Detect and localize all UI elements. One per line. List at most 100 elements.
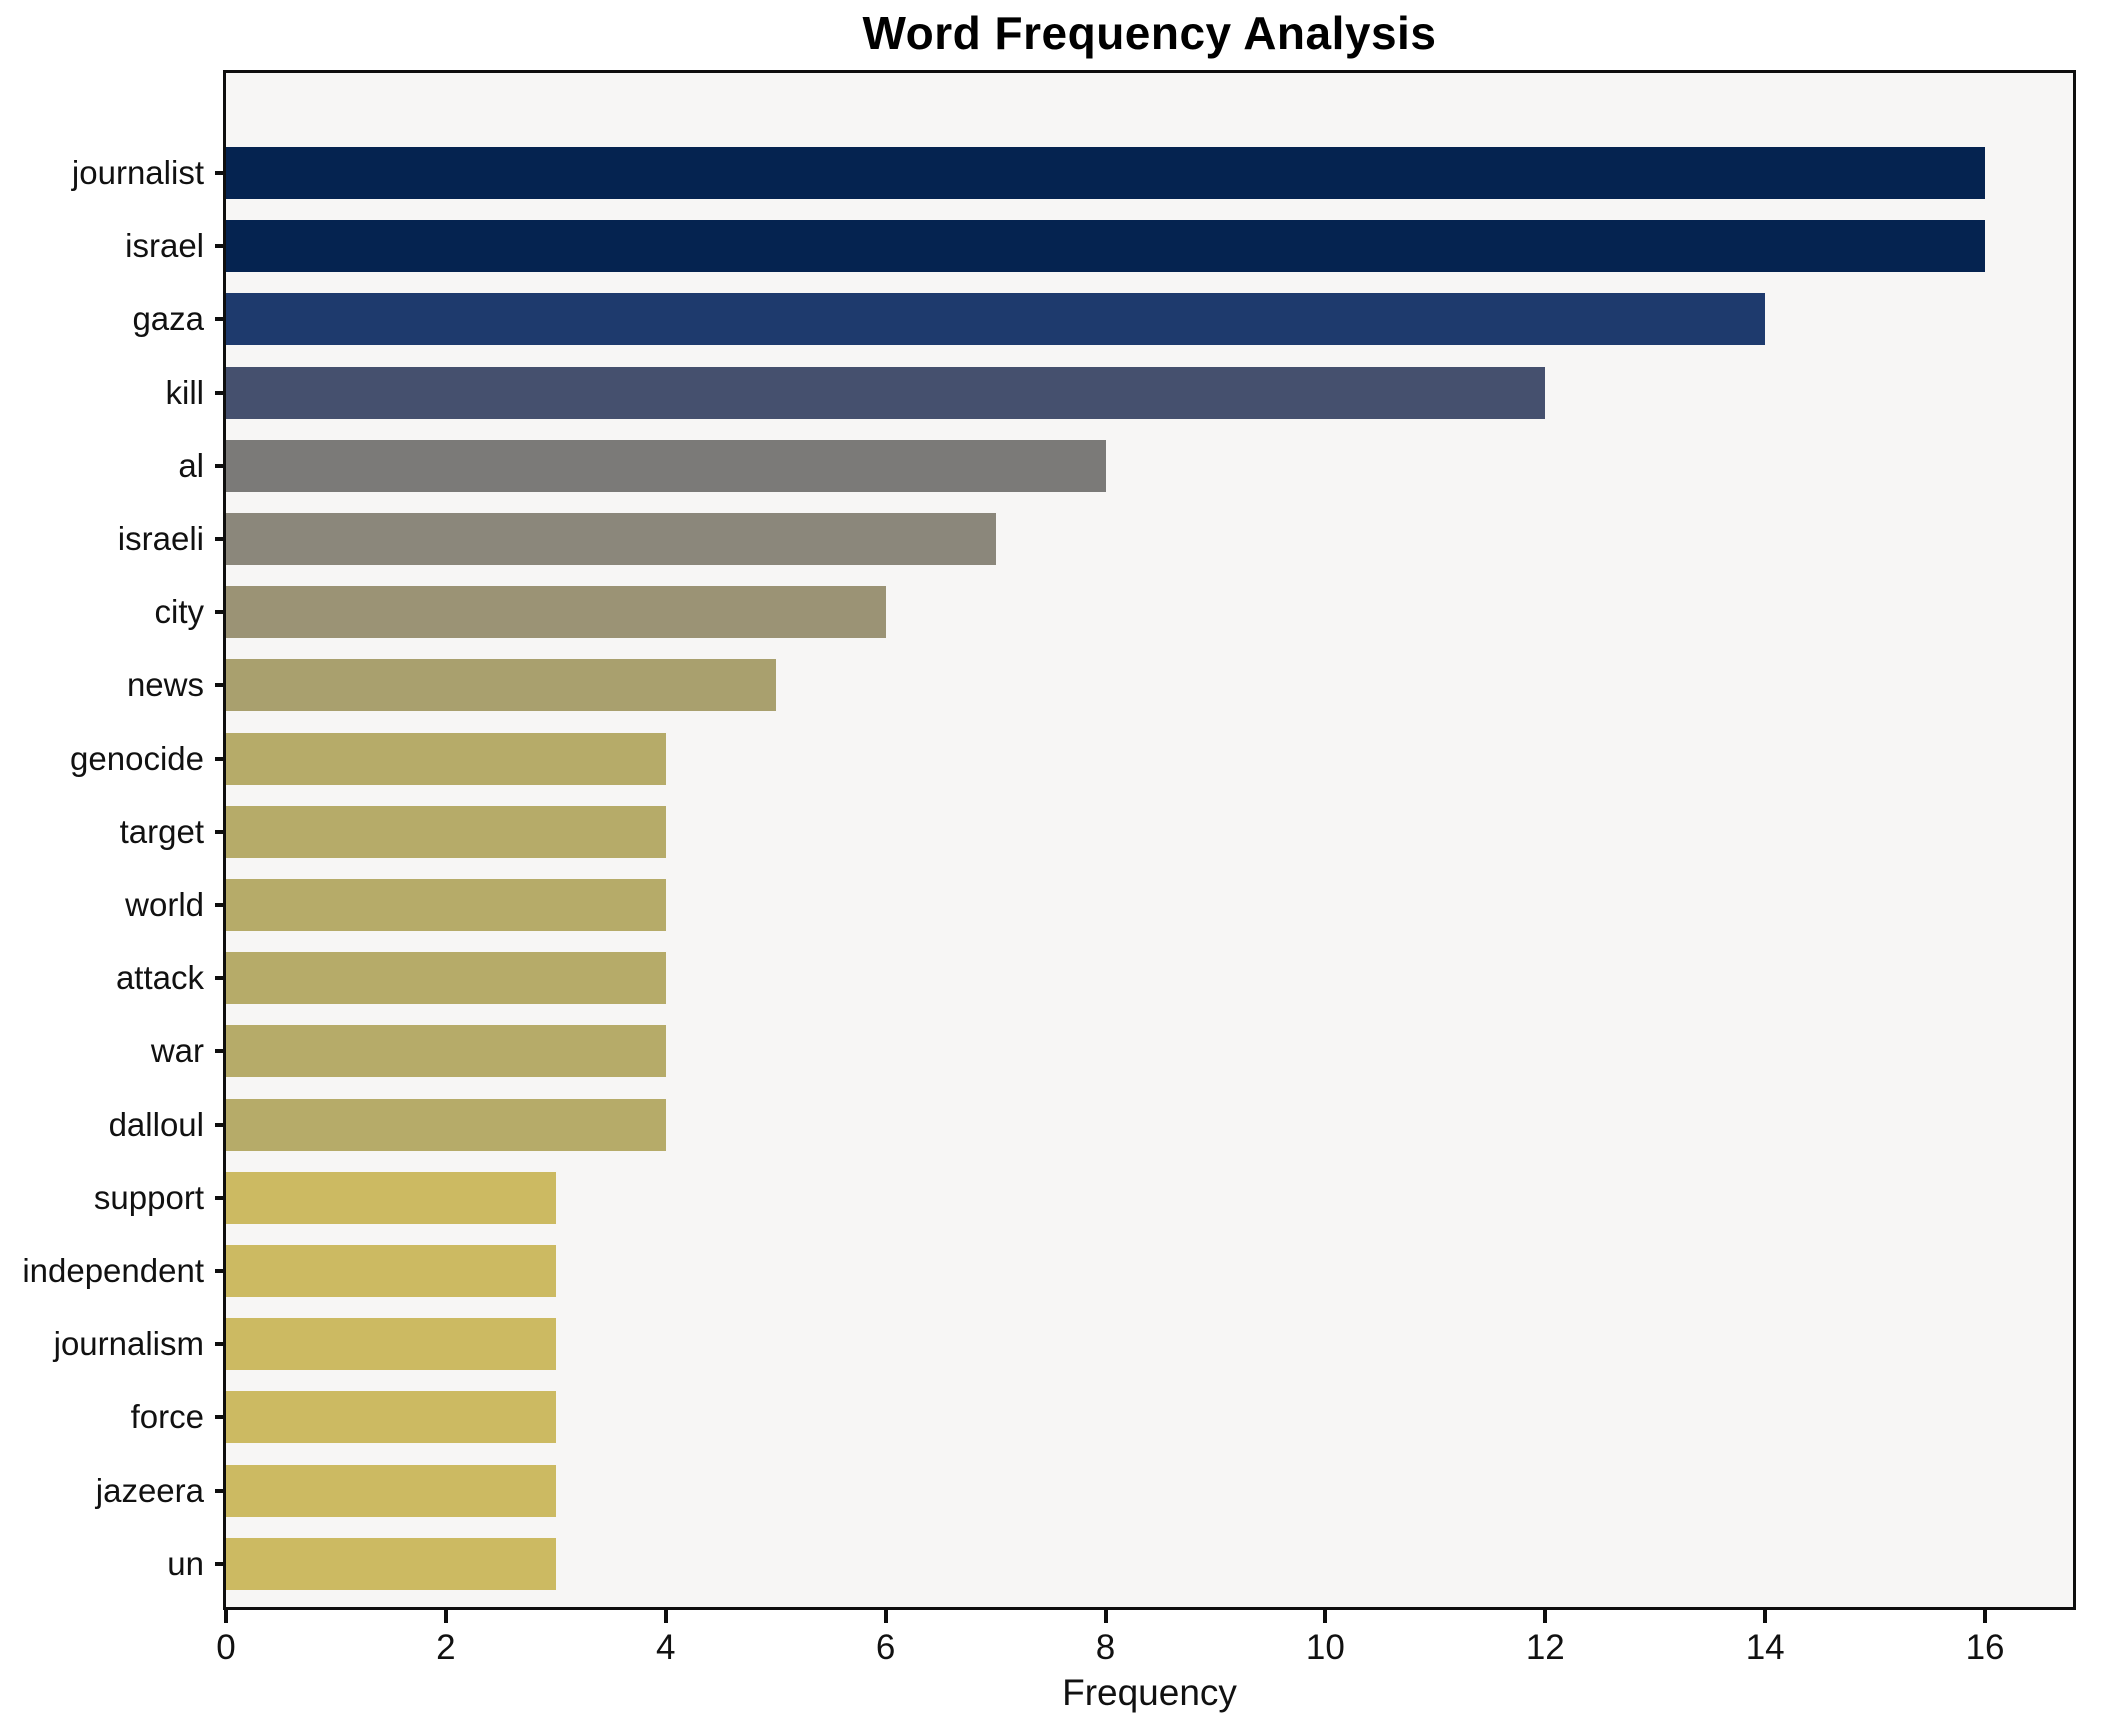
y-tick-label: target: [119, 812, 204, 850]
y-tick-label: journalist: [71, 154, 204, 191]
x-tick-label: 16: [1965, 1628, 2005, 1667]
bar-row: journalist: [72, 147, 2073, 199]
y-tick-label: independent: [22, 1252, 204, 1289]
bar: [226, 1245, 556, 1297]
bar-row: un: [167, 1537, 2073, 1590]
x-tick-mark: [224, 1610, 228, 1623]
y-tick-mark: [215, 1269, 227, 1273]
bar: [226, 952, 666, 1005]
x-axis: 0 2 4 6 8 10 12 14 16: [216, 1610, 2073, 1670]
bar-row: jazeera: [96, 1464, 2073, 1517]
x-tick-label: 2: [436, 1628, 456, 1667]
x-tick-label: 0: [216, 1628, 236, 1667]
bar-row: kill: [166, 366, 2073, 419]
y-tick-label: kill: [165, 373, 205, 411]
y-tick-mark: [215, 610, 227, 615]
bar: [226, 439, 1106, 492]
y-tick-label: dalloul: [108, 1105, 204, 1143]
bar-row: israel: [125, 220, 2073, 273]
bar-row: attack: [116, 952, 2073, 1005]
x-tick-mark: [1763, 1610, 1768, 1623]
x-tick-mark: [1103, 1610, 1108, 1623]
y-tick-mark: [215, 390, 227, 395]
bar: [226, 1464, 556, 1517]
bar: [226, 147, 1986, 199]
bar: [226, 659, 776, 712]
x-tick-mark: [663, 1610, 668, 1623]
bar: [226, 1537, 556, 1590]
x-tick-mark: [1983, 1610, 1988, 1623]
y-tick-label: support: [93, 1178, 204, 1216]
x-tick-label: 10: [1305, 1628, 1345, 1667]
y-tick-mark: [215, 537, 227, 541]
y-tick-mark: [215, 1342, 227, 1347]
y-tick-label: al: [178, 446, 204, 484]
y-tick-mark: [215, 683, 227, 688]
y-tick-mark: [215, 1561, 227, 1566]
bar-row: force: [131, 1391, 2073, 1444]
bar-row: al: [178, 439, 2073, 492]
chart-title: Word Frequency Analysis: [862, 7, 1437, 59]
bar-row: gaza: [132, 293, 2073, 346]
y-tick-mark: [215, 829, 227, 834]
bar-row: journalism: [54, 1318, 2073, 1371]
y-tick-mark: [215, 317, 227, 322]
bar-row: support: [94, 1171, 2073, 1224]
y-tick-label: jazeera: [95, 1471, 204, 1509]
x-tick-label: 8: [1095, 1628, 1116, 1667]
y-tick-label: journalism: [53, 1325, 204, 1363]
y-tick-mark: [215, 244, 227, 249]
y-tick-label: israel: [125, 227, 204, 265]
x-tick-mark: [443, 1610, 448, 1623]
bar: [226, 366, 1546, 419]
bar-row: world: [125, 879, 2073, 931]
y-tick-mark: [215, 756, 227, 761]
y-tick-label: war: [150, 1032, 204, 1070]
y-tick-mark: [215, 1488, 227, 1493]
bar: [226, 732, 666, 785]
y-tick-label: world: [125, 886, 204, 923]
bar: [226, 1171, 556, 1224]
x-tick-label: 6: [875, 1628, 896, 1667]
y-tick-mark: [215, 1195, 227, 1200]
y-tick-label: city: [154, 593, 205, 631]
bar: [226, 293, 1766, 346]
bar: [226, 220, 1986, 273]
bar: [226, 1098, 666, 1151]
y-tick-label: gaza: [132, 300, 204, 338]
bar-row: genocide: [70, 732, 2073, 785]
plot-area: journalist israel gaza kill al israeli city new…: [22, 70, 2076, 1610]
bar-row: dalloul: [109, 1098, 2073, 1151]
y-tick-label: force: [130, 1398, 204, 1436]
y-tick-label: genocide: [70, 739, 204, 777]
x-tick-mark: [883, 1610, 888, 1623]
x-tick-mark: [1543, 1610, 1548, 1623]
x-tick-mark: [1323, 1610, 1328, 1623]
y-tick-mark: [215, 1049, 227, 1054]
y-tick-label: israeli: [117, 520, 204, 557]
bar-row: city: [155, 586, 2073, 639]
x-axis-label: Frequency: [1062, 1672, 1237, 1713]
y-tick-mark: [215, 1122, 227, 1127]
y-tick-mark: [215, 976, 227, 981]
bar: [226, 1391, 556, 1444]
bar: [226, 879, 666, 931]
bar: [226, 805, 666, 858]
x-tick-label: 4: [656, 1628, 676, 1667]
bar: [226, 586, 886, 639]
bar-row: target: [120, 805, 2073, 858]
y-tick-label: news: [126, 666, 204, 704]
x-tick-label: 12: [1525, 1628, 1565, 1667]
y-tick-label: attack: [115, 959, 204, 997]
y-tick-mark: [215, 1415, 227, 1420]
y-tick-label: un: [167, 1544, 204, 1582]
x-tick-label: 14: [1745, 1628, 1785, 1667]
y-tick-mark: [215, 903, 227, 907]
bar: [226, 1025, 666, 1078]
bar-row: war: [151, 1025, 2073, 1078]
bar-row: independent: [22, 1245, 2073, 1297]
bar-row: israeli: [118, 513, 2073, 565]
bar: [226, 1318, 556, 1371]
y-tick-mark: [215, 463, 227, 468]
